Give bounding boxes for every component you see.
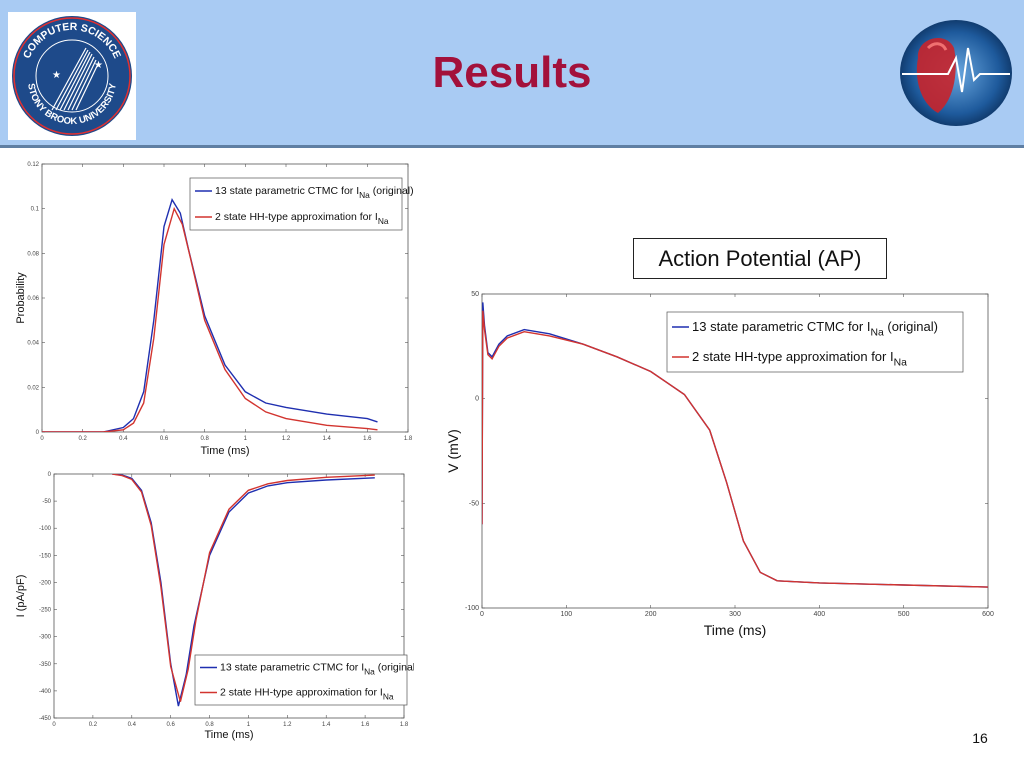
page-number: 16 (972, 730, 988, 746)
svg-text:★: ★ (52, 70, 61, 81)
legend-label-2: 2 state HH-type approximation for INa (692, 349, 907, 369)
x-tick-label: 0 (52, 722, 56, 728)
probability-chart: 0 0.2 0.4 0.6 0.8 1 1.2 1.4 1.6 1.8 0 0.02 0.04 0.06 0… (14, 158, 414, 464)
x-tick-label: 1.8 (404, 436, 413, 442)
series-line-2 (112, 474, 375, 702)
legend-label-1: 13 state parametric CTMC for INa (origin… (215, 185, 414, 200)
y-axis-label: V (mV) (445, 429, 461, 473)
x-tick-label: 0.2 (78, 436, 87, 442)
x-tick-label: 200 (645, 611, 657, 618)
x-tick-label: 0.8 (205, 722, 214, 728)
y-tick-label: -400 (39, 689, 52, 695)
y-tick-label: 0.06 (27, 296, 39, 302)
y-tick-label: -50 (469, 500, 479, 507)
x-axis-label: Time (ms) (200, 445, 249, 457)
legend-box (194, 654, 408, 706)
action-potential-chart-svg: 0 100 200 300 400 500 600 -100 -50 0 50 Time (ms) V … (445, 291, 994, 638)
y-tick-label: 0 (475, 396, 479, 403)
y-tick-label: 0 (48, 472, 52, 478)
x-tick-label: 100 (560, 611, 572, 618)
x-tick-label: 1.4 (322, 436, 331, 442)
y-tick-label: 0.08 (27, 251, 39, 257)
y-tick-label: -250 (39, 608, 52, 614)
x-tick-label: 0.8 (200, 436, 209, 442)
x-tick-label: 0.2 (89, 722, 98, 728)
y-tick-label: -300 (39, 635, 52, 641)
y-tick-label: -100 (465, 605, 479, 612)
x-tick-label: 0.6 (166, 722, 175, 728)
y-tick-label: -200 (39, 580, 52, 586)
x-tick-label: 600 (982, 611, 994, 618)
x-tick-label: 0 (40, 436, 44, 442)
y-tick-label: 0.02 (27, 385, 39, 391)
x-tick-label: 0 (480, 611, 484, 618)
series-line-2 (482, 310, 988, 588)
legend-label-1: 13 state parametric CTMC for INa (origin… (220, 662, 414, 677)
y-axis-label: Probability (15, 272, 27, 324)
series-line-2 (42, 206, 378, 432)
current-chart: 0 0.2 0.4 0.6 0.8 1 1.2 1.4 1.6 1.8 0 -50 -100 -150 -2… (14, 468, 414, 746)
y-tick-label: -100 (39, 526, 52, 532)
header-bar (0, 0, 1024, 145)
x-tick-label: 400 (813, 611, 825, 618)
x-tick-label: 1.4 (322, 722, 331, 728)
svg-text:★: ★ (94, 60, 103, 71)
y-tick-label: 50 (471, 291, 479, 298)
y-axis-label: I (pA/pF) (15, 575, 27, 618)
x-axis-label: Time (ms) (704, 622, 766, 638)
y-tick-label: -450 (39, 716, 52, 722)
x-tick-label: 0.6 (160, 436, 169, 442)
y-tick-label: 0.12 (27, 162, 39, 168)
ap-box-label: Action Potential (AP) (633, 238, 887, 279)
legend-label-2: 2 state HH-type approximation for INa (215, 211, 389, 226)
x-tick-label: 1.2 (282, 436, 291, 442)
slide-title: Results (432, 48, 592, 97)
y-tick-label: -50 (42, 499, 51, 505)
action-potential-chart: 0 100 200 300 400 500 600 -100 -50 0 50 Time (ms) V … (442, 286, 994, 644)
header-divider (0, 145, 1024, 148)
legend-box (666, 311, 964, 373)
x-tick-label: 1.6 (361, 722, 370, 728)
heart-ecg-icon (898, 18, 1014, 128)
current-chart-svg: 0 0.2 0.4 0.6 0.8 1 1.2 1.4 1.6 1.8 0 -50 -100 -150 -2… (15, 472, 414, 741)
x-tick-label: 1.8 (400, 722, 409, 728)
x-tick-label: 1.2 (283, 722, 292, 728)
x-tick-label: 1 (247, 722, 251, 728)
y-tick-label: -150 (39, 553, 52, 559)
y-tick-label: 0.04 (27, 341, 39, 347)
x-tick-label: 300 (729, 611, 741, 618)
y-tick-label: 0 (36, 430, 40, 436)
y-tick-label: -350 (39, 662, 52, 668)
y-tick-label: 0.1 (31, 207, 40, 213)
x-tick-label: 0.4 (128, 722, 137, 728)
legend-label-2: 2 state HH-type approximation for INa (220, 687, 394, 702)
x-tick-label: 0.4 (119, 436, 128, 442)
legend-box (189, 177, 403, 231)
x-tick-label: 1 (244, 436, 248, 442)
x-tick-label: 1.6 (363, 436, 372, 442)
x-tick-label: 500 (898, 611, 910, 618)
university-logo: ★ ★ COMPUTER SCIENCE STONY BROOK UNIVERS… (8, 12, 136, 140)
legend-label-1: 13 state parametric CTMC for INa (origin… (692, 319, 938, 339)
probability-chart-svg: 0 0.2 0.4 0.6 0.8 1 1.2 1.4 1.6 1.8 0 0.02 0.04 0.06 0… (15, 162, 414, 457)
x-axis-label: Time (ms) (204, 729, 253, 741)
